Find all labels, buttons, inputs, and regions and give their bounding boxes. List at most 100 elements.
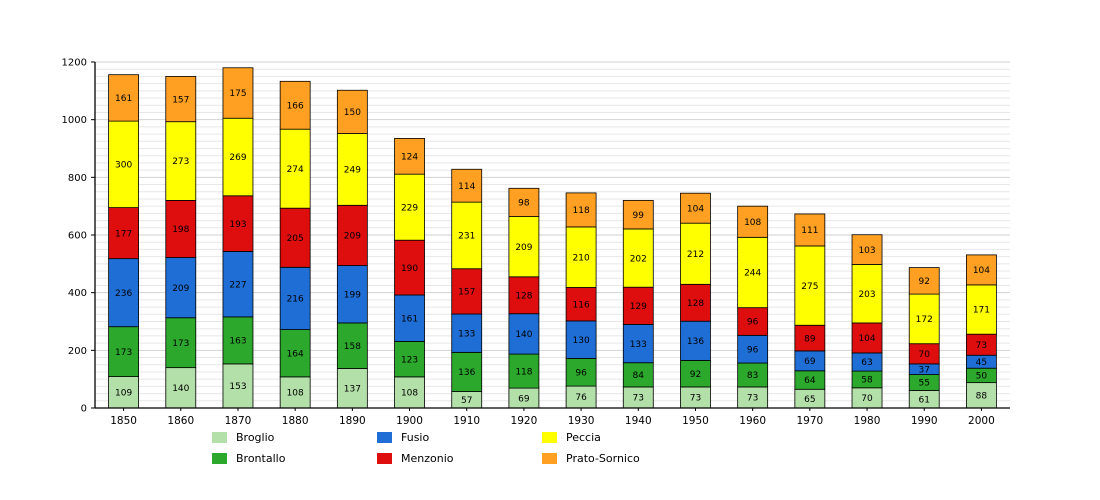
bar-value-label: 70 xyxy=(918,350,930,360)
bar-value-label: 190 xyxy=(401,264,418,274)
bar-value-label: 37 xyxy=(918,365,929,375)
bar-segment-prato-sornico xyxy=(279,80,311,130)
bar-segment-prato-sornico xyxy=(966,254,997,286)
bar-value-label: 198 xyxy=(172,225,189,235)
bar-value-label: 83 xyxy=(747,371,758,381)
bar-segment-brontallo xyxy=(680,360,711,388)
x-tick-label: 1890 xyxy=(339,415,366,427)
bar-segment-prato-sornico xyxy=(394,138,425,175)
bar-value-label: 89 xyxy=(804,334,816,344)
bar-value-label: 108 xyxy=(287,389,304,399)
bar-value-label: 249 xyxy=(344,166,361,176)
bar-segment-broglio xyxy=(279,376,311,409)
bar-value-label: 157 xyxy=(458,288,475,298)
y-tick-label: 0 xyxy=(81,404,87,415)
legend-item-brontallo: Brontallo xyxy=(212,452,377,465)
bar-value-label: 111 xyxy=(801,226,818,236)
legend-label: Peccia xyxy=(566,431,601,444)
bar-value-label: 209 xyxy=(515,243,532,253)
bar-value-label: 108 xyxy=(401,389,418,399)
x-tick-label: 1900 xyxy=(396,415,423,427)
bar-value-label: 57 xyxy=(461,396,472,406)
bar-segment-brontallo xyxy=(222,316,254,365)
bar-value-label: 104 xyxy=(687,204,704,214)
bar-value-label: 128 xyxy=(687,299,704,309)
legend-item-prato-sornico: Prato-Sornico xyxy=(542,452,707,465)
bar-value-label: 136 xyxy=(458,368,475,378)
bar-segment-broglio xyxy=(394,376,425,409)
bar-segment-peccia xyxy=(222,117,254,197)
y-tick-label: 1200 xyxy=(62,58,87,69)
bar-segment-prato-sornico xyxy=(737,205,769,238)
bar-value-label: 210 xyxy=(573,253,590,263)
bar-value-label: 118 xyxy=(573,206,590,216)
bar-value-label: 140 xyxy=(515,330,532,340)
bar-segment-menzonio xyxy=(622,286,654,325)
x-tick-label: 1960 xyxy=(739,415,766,427)
bar-value-label: 96 xyxy=(747,318,759,328)
bar-value-label: 205 xyxy=(287,234,304,244)
bar-value-label: 133 xyxy=(630,340,647,350)
x-tick-label: 1950 xyxy=(682,415,709,427)
bar-value-label: 114 xyxy=(458,182,475,192)
bar-segment-menzonio xyxy=(737,307,769,336)
bar-value-label: 269 xyxy=(229,153,246,163)
bar-value-label: 88 xyxy=(976,392,988,402)
bar-segment-fusio xyxy=(622,323,654,364)
y-tick-label: 800 xyxy=(68,173,87,184)
legend-item-broglio: Broglio xyxy=(212,431,377,444)
bar-value-label: 172 xyxy=(916,315,933,325)
bar-value-label: 157 xyxy=(172,95,189,105)
bar-value-label: 275 xyxy=(801,282,818,292)
bar-segment-fusio xyxy=(165,257,197,319)
bar-segment-prato-sornico xyxy=(451,168,483,203)
legend-swatch-peccia xyxy=(542,432,557,443)
bar-segment-fusio xyxy=(451,313,483,353)
bar-segment-peccia xyxy=(908,293,940,345)
bar-segment-menzonio xyxy=(565,287,597,322)
bar-value-label: 136 xyxy=(687,337,704,347)
bar-value-label: 76 xyxy=(575,393,587,403)
legend-label: Broglio xyxy=(236,431,275,444)
bar-value-label: 244 xyxy=(744,269,761,279)
bar-segment-brontallo xyxy=(565,358,597,387)
bar-value-label: 231 xyxy=(458,232,475,242)
x-tick-label: 1860 xyxy=(167,415,194,427)
bar-segment-peccia xyxy=(279,128,311,209)
legend-swatch-brontallo xyxy=(212,453,227,464)
bar-segment-fusio xyxy=(680,320,711,361)
bar-value-label: 158 xyxy=(344,342,361,352)
bar-segment-prato-sornico xyxy=(680,192,711,224)
legend-swatch-fusio xyxy=(377,432,392,443)
x-tick-label: 1870 xyxy=(225,415,252,427)
bar-value-label: 150 xyxy=(344,108,361,118)
x-tick-label: 1970 xyxy=(796,415,823,427)
legend-label: Menzonio xyxy=(401,452,454,465)
bar-value-label: 96 xyxy=(575,368,587,378)
bar-segment-prato-sornico xyxy=(508,187,540,217)
bar-segment-brontallo xyxy=(165,317,197,369)
bar-value-label: 84 xyxy=(633,371,645,381)
bar-segment-broglio xyxy=(165,367,197,409)
bar-segment-menzonio xyxy=(794,324,826,352)
bar-segment-broglio xyxy=(966,382,997,409)
bar-segment-menzonio xyxy=(108,207,139,260)
bar-value-label: 202 xyxy=(630,254,647,264)
bar-value-label: 212 xyxy=(687,250,704,260)
bar-value-label: 199 xyxy=(344,290,361,300)
bar-segment-menzonio xyxy=(851,322,883,354)
bar-value-label: 103 xyxy=(858,246,875,256)
bar-segment-fusio xyxy=(222,251,254,318)
bar-value-label: 274 xyxy=(287,165,304,175)
bar-value-label: 173 xyxy=(115,348,132,358)
bar-segment-peccia xyxy=(565,226,597,288)
bar-value-label: 73 xyxy=(747,394,758,404)
x-tick-label: 1980 xyxy=(854,415,881,427)
bar-value-label: 137 xyxy=(344,384,361,394)
x-tick-label: 1930 xyxy=(568,415,595,427)
bar-segment-prato-sornico xyxy=(622,199,654,230)
bar-segment-broglio xyxy=(108,376,139,409)
chart-legend: Broglio Brontallo Fusio Menzonio Peccia Prato… xyxy=(212,431,707,465)
bar-value-label: 73 xyxy=(633,394,644,404)
bar-value-label: 236 xyxy=(115,289,132,299)
